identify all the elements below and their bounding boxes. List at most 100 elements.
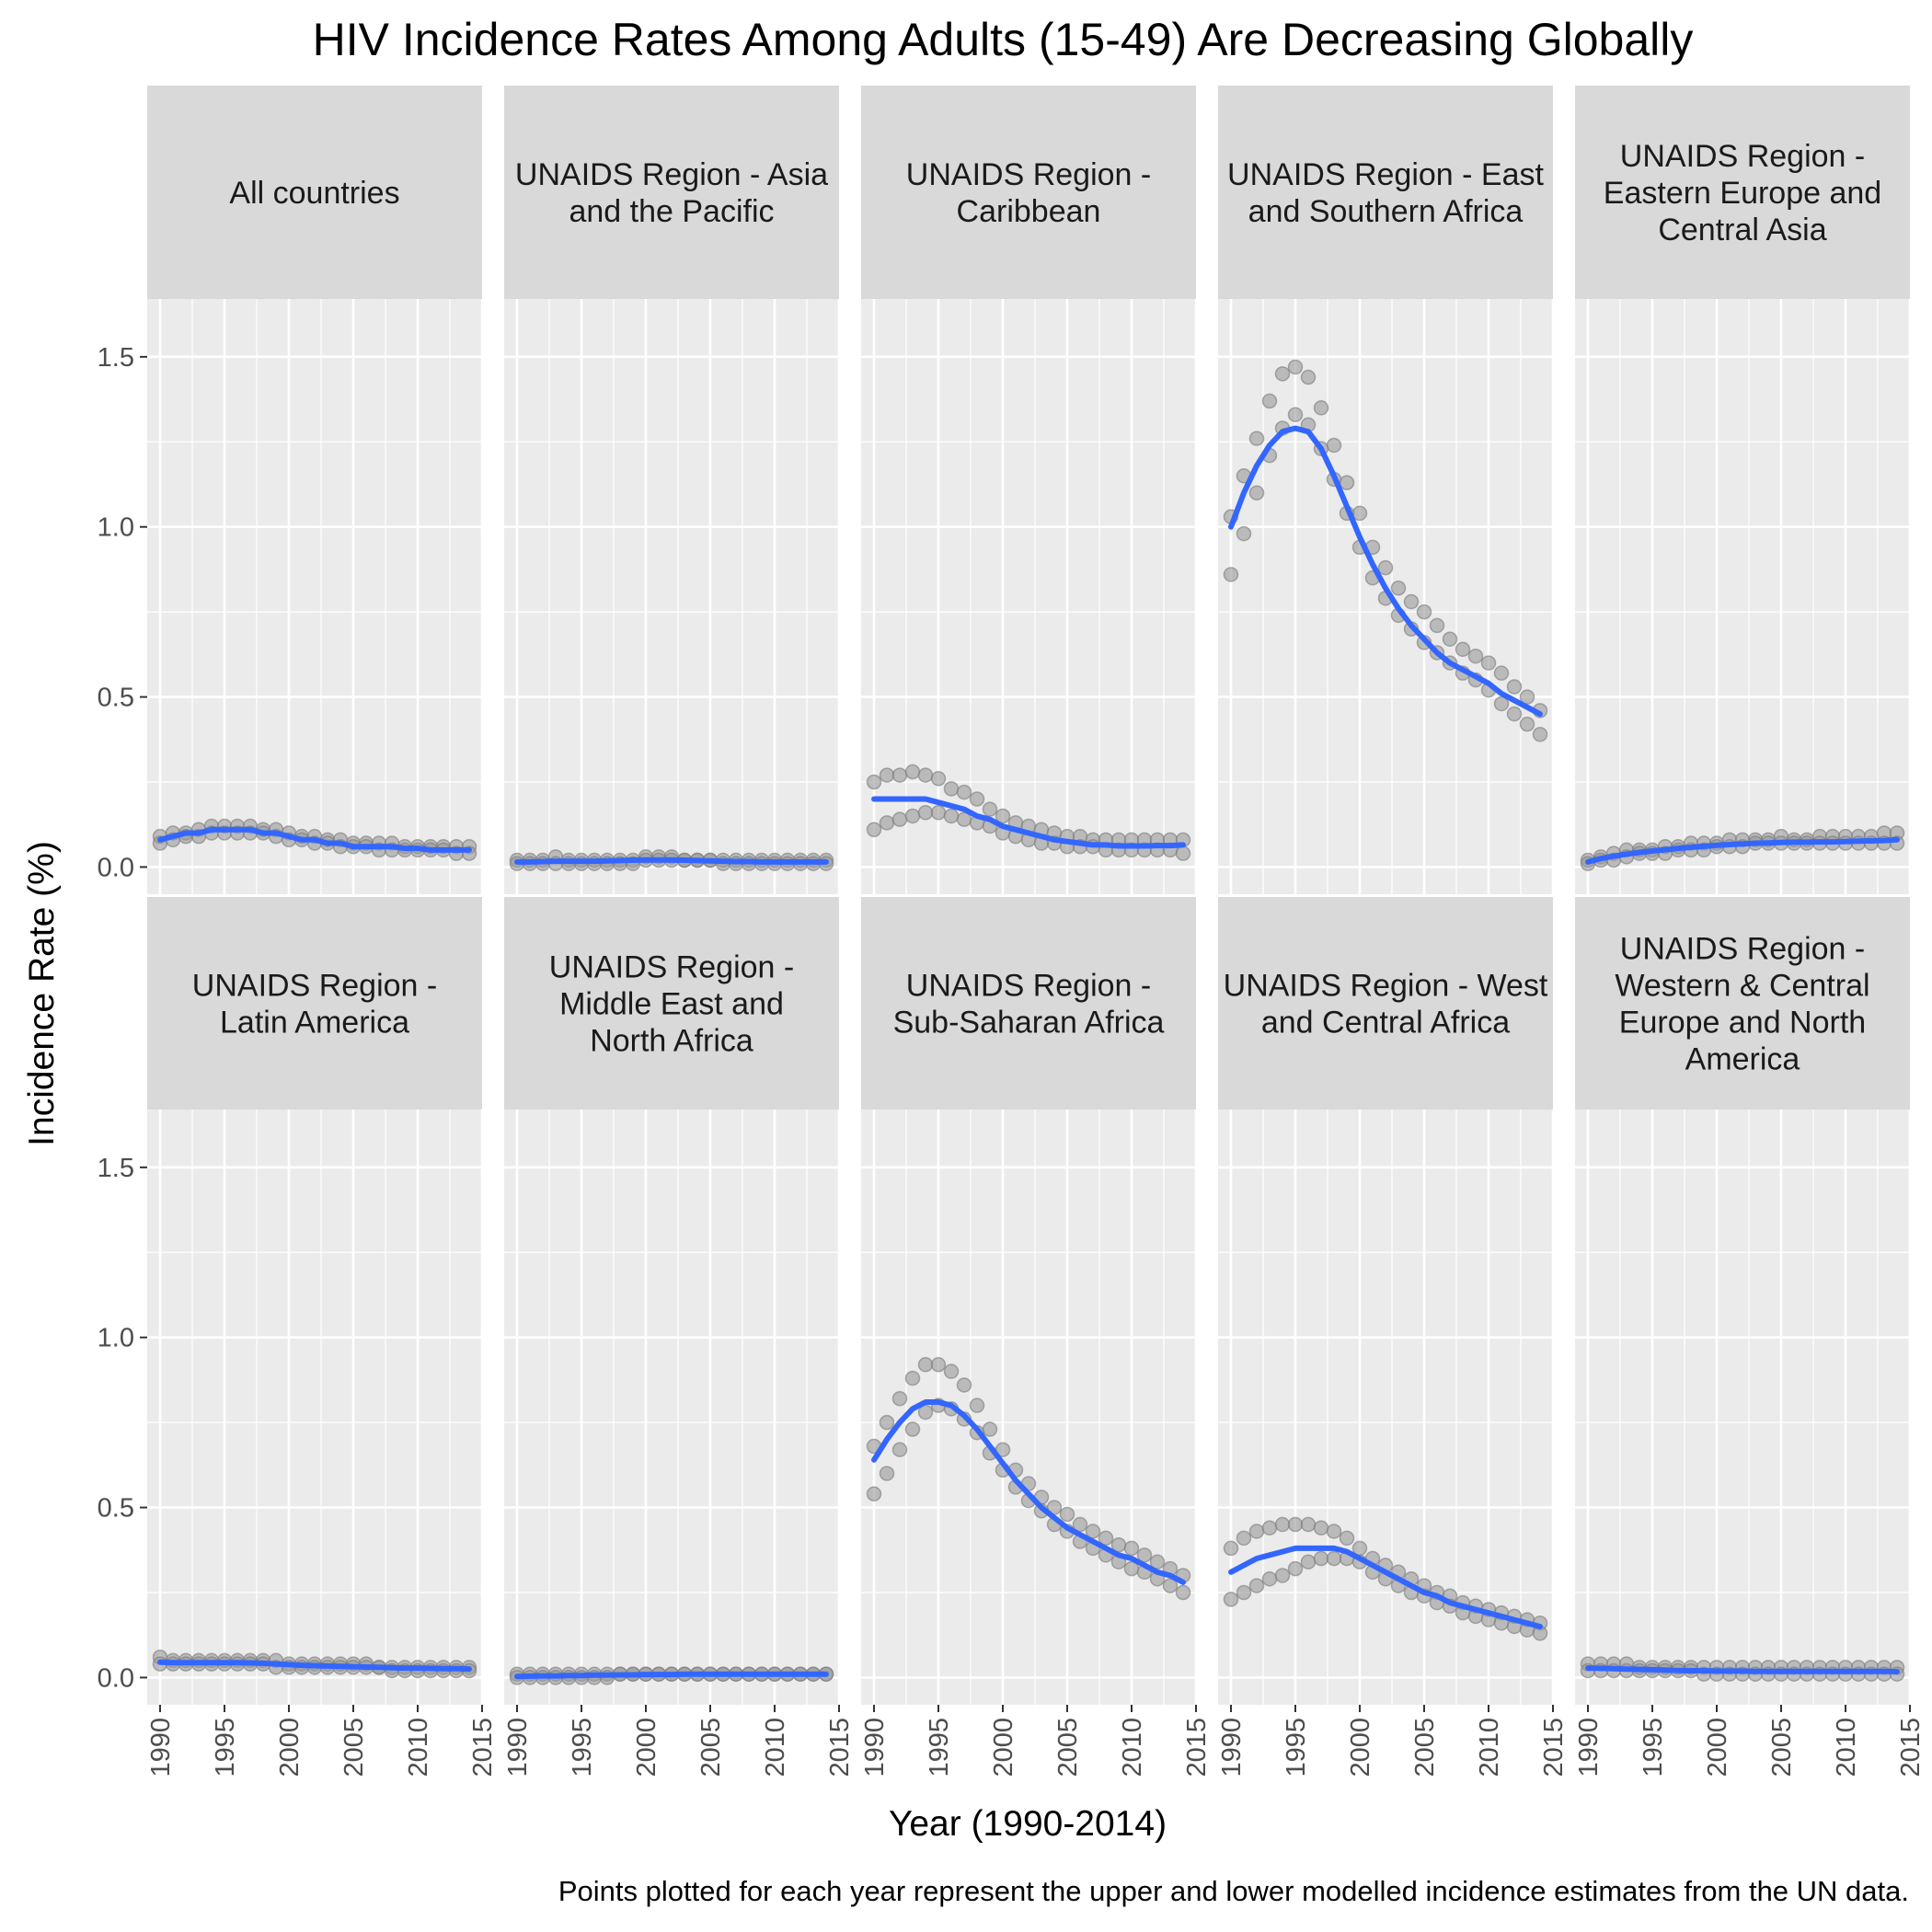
y-axes: 0.0 0.5 1.0 1.5 0.0 0.5 1.0 1.5 <box>98 343 147 1693</box>
panel-background <box>861 299 1196 894</box>
data-point-upper <box>1313 1520 1329 1535</box>
gridlines <box>147 1110 484 1705</box>
data-point-lower <box>1532 726 1548 742</box>
facet-panel: UNAIDS Region - West and Central Africa <box>1218 897 1555 1705</box>
data-point-upper <box>1351 505 1368 522</box>
data-point-upper <box>1493 665 1510 681</box>
data-point-lower <box>1175 1584 1191 1601</box>
data-point-upper <box>1085 1524 1101 1539</box>
facet-title: UNAIDS Region - West and Central Africa <box>1224 969 1548 1041</box>
x-tick-label: 2005 <box>1767 1718 1797 1777</box>
facet-title: UNAIDS Region -Sub-Saharan Africa <box>893 969 1165 1041</box>
y-tick-label: 0.0 <box>98 1663 134 1693</box>
data-point-upper <box>1287 1516 1304 1533</box>
facet-panel: UNAIDS Region -Sub-Saharan Africa <box>861 897 1198 1705</box>
facet-panel: UNAIDS Region - East and Southern Africa <box>1218 86 1555 894</box>
data-point-upper <box>1300 369 1317 385</box>
data-point-lower <box>904 808 921 824</box>
data-point-upper <box>943 781 960 797</box>
x-tick-label: 2000 <box>1703 1718 1732 1777</box>
facet-strip <box>147 897 482 1110</box>
data-point-upper <box>1149 1554 1166 1570</box>
facet-panel: All countries <box>147 86 484 894</box>
x-tick-label: 2005 <box>696 1718 726 1777</box>
x-tick-label: 1995 <box>211 1718 240 1777</box>
x-tick-label: 2005 <box>1410 1718 1440 1777</box>
x-tick-label: 1990 <box>860 1718 890 1777</box>
y-tick-label: 0.5 <box>98 684 134 713</box>
y-tick-label: 1.5 <box>98 343 134 373</box>
data-point-lower <box>1248 485 1265 500</box>
facet-panels: All countries UNAIDS Region - Asia and the… <box>147 86 1912 1705</box>
x-tick-label: 1990 <box>146 1718 176 1777</box>
facet-panel: UNAIDS Region -Western & Central Europe a… <box>1575 897 1912 1705</box>
data-point-upper <box>1261 393 1278 409</box>
data-point-upper <box>956 784 972 800</box>
data-point-upper <box>1455 641 1471 658</box>
data-point-lower <box>1261 1570 1278 1587</box>
data-point-upper <box>1326 1524 1342 1539</box>
facet-title: All countries <box>229 176 399 211</box>
data-point-upper <box>904 764 921 780</box>
data-point-lower <box>1519 716 1535 732</box>
chart-title: HIV Incidence Rates Among Adults (15-49)… <box>313 14 1694 65</box>
x-tick-label: 2015 <box>468 1718 498 1777</box>
facet-strip <box>1575 897 1910 1110</box>
gridlines <box>861 299 1198 894</box>
data-point-lower <box>1300 1554 1317 1570</box>
panel-background <box>147 299 482 894</box>
facet-title: UNAIDS Region -Latin America <box>192 969 437 1041</box>
data-point-upper <box>1506 679 1523 695</box>
facet-panel: UNAIDS Region -Caribbean <box>861 86 1198 894</box>
x-tick-label: 1990 <box>503 1718 533 1777</box>
x-axis-title: Year (1990-2014) <box>889 1804 1167 1844</box>
gridlines <box>1575 1110 1912 1705</box>
chart-caption: Points plotted for each year represent t… <box>558 1875 1909 1907</box>
panel-background <box>1575 299 1910 894</box>
data-point-lower <box>1493 696 1510 712</box>
data-point-lower <box>1248 1578 1265 1593</box>
data-point-upper <box>995 808 1011 824</box>
data-point-lower <box>904 1421 921 1437</box>
data-point-lower <box>866 1486 882 1502</box>
data-point-upper <box>1274 366 1291 382</box>
data-point-upper <box>930 1357 947 1373</box>
data-point-lower <box>1313 1550 1329 1567</box>
panel-background <box>1218 1110 1553 1705</box>
data-point-upper <box>891 767 908 783</box>
data-point-lower <box>1287 407 1304 422</box>
gridlines <box>861 1110 1198 1705</box>
facet-title: UNAIDS Region -Eastern Europe and Central… <box>1604 139 1881 247</box>
facet-title: UNAIDS Region - East and Southern Africa <box>1227 157 1544 229</box>
trend-line <box>157 826 472 853</box>
facet-panel: UNAIDS Region - Asia and the Pacific <box>504 86 841 894</box>
data-point-upper <box>1416 604 1432 620</box>
x-tick-label: 1995 <box>925 1718 954 1777</box>
facet-panel: UNAIDS Region -Middle East and North Afri… <box>504 897 841 1705</box>
x-tick-label: 1995 <box>568 1718 597 1777</box>
trend-line <box>157 1659 472 1673</box>
facet-strip <box>504 86 839 299</box>
data-point-upper <box>1059 1506 1075 1523</box>
x-tick-label: 1995 <box>1282 1718 1311 1777</box>
trend-line <box>1585 836 1900 865</box>
data-point-upper <box>1403 593 1420 610</box>
facet-strip <box>147 86 482 299</box>
data-point-lower <box>943 808 960 824</box>
data-point-upper <box>1326 437 1342 454</box>
data-point-lower <box>1326 1550 1342 1567</box>
x-tick-label: 1990 <box>1574 1718 1604 1777</box>
data-point-upper <box>879 767 895 783</box>
data-point-upper <box>1390 581 1407 596</box>
data-point-lower <box>1223 567 1239 582</box>
y-tick-label: 1.0 <box>98 1324 134 1353</box>
facet-title: UNAIDS Region -Middle East and North Afri… <box>549 950 794 1059</box>
facet-strip <box>504 897 839 1110</box>
data-points <box>1580 1656 1905 1682</box>
data-point-upper <box>1519 689 1535 705</box>
data-point-upper <box>982 801 998 817</box>
data-point-lower <box>917 1404 934 1420</box>
x-tick-label: 2015 <box>1539 1718 1569 1777</box>
x-tick-label: 2000 <box>275 1718 305 1777</box>
